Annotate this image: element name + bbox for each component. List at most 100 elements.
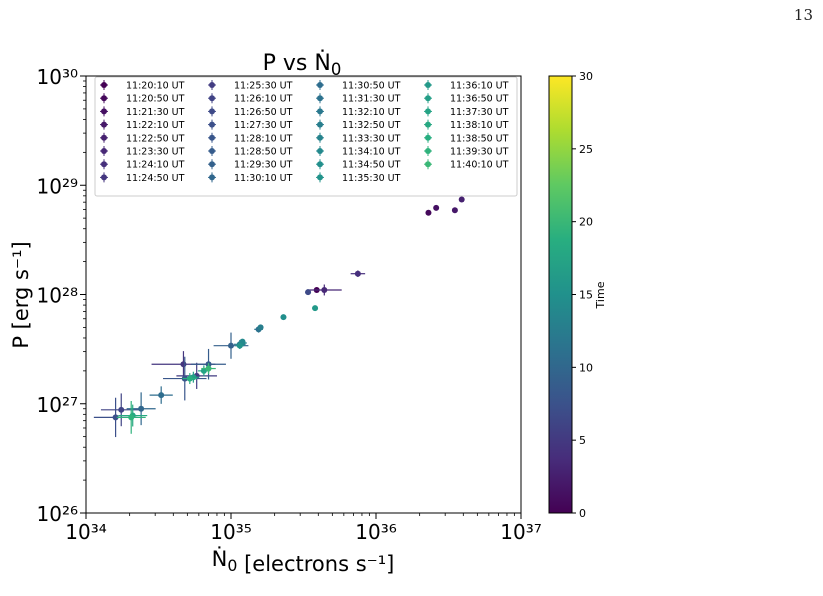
y-tick-label: 10²⁸ <box>37 284 78 308</box>
legend-marker <box>209 95 215 102</box>
data-point <box>116 401 146 434</box>
data-point <box>201 363 216 375</box>
legend: 11:20:10 UT 11:20:50 UT 11:21:30 UT 11:22:1… <box>94 76 518 197</box>
y-tick-label: 10²⁶ <box>37 502 78 526</box>
legend-label: 11:31:30 UT <box>342 94 401 105</box>
legend-marker <box>101 134 107 141</box>
legend-entry: 11:26:50 UT <box>208 106 293 118</box>
legend-entry: 11:24:10 UT <box>100 159 185 171</box>
legend-entry: 11:22:10 UT <box>100 119 185 131</box>
legend-marker <box>101 121 107 128</box>
legend-label: 11:23:30 UT <box>126 147 185 158</box>
point-marker <box>228 342 234 349</box>
data-points <box>93 196 465 438</box>
legend-entry: 11:39:30 UT <box>424 146 509 158</box>
page-number: 13 <box>793 6 813 24</box>
legend-entry: 11:36:50 UT <box>424 93 509 105</box>
point-marker <box>257 324 264 331</box>
legend-label: 11:25:30 UT <box>234 81 293 92</box>
x-tick-label: 10³⁵ <box>210 520 251 544</box>
data-point <box>149 386 173 404</box>
legend-marker <box>317 174 323 181</box>
y-axis-label: P [erg s⁻¹] <box>9 241 33 348</box>
legend-marker <box>209 108 215 115</box>
legend-marker <box>317 148 323 154</box>
legend-entry: 11:38:50 UT <box>424 132 509 144</box>
legend-marker <box>209 82 215 88</box>
legend-label: 11:24:10 UT <box>126 160 185 171</box>
legend-entry: 11:30:10 UT <box>208 172 293 184</box>
legend-marker <box>101 161 107 168</box>
data-point <box>433 204 440 211</box>
data-point <box>213 332 249 359</box>
point-marker <box>200 367 207 374</box>
legend-label: 11:39:30 UT <box>450 147 509 158</box>
data-point <box>280 314 287 321</box>
point-marker <box>321 286 328 293</box>
x-tick-label: 10³⁷ <box>500 520 541 544</box>
point-marker <box>354 270 361 277</box>
point-marker <box>451 207 458 214</box>
point-marker <box>205 365 212 372</box>
legend-entry: 11:34:50 UT <box>316 159 401 171</box>
y-tick-label: 10²⁹ <box>37 174 78 198</box>
legend-marker <box>209 161 215 168</box>
legend-label: 11:24:50 UT <box>126 173 185 184</box>
y-tick-label: 10²⁷ <box>37 393 78 417</box>
legend-label: 11:22:10 UT <box>126 120 185 131</box>
legend-entry: 11:20:10 UT <box>100 80 185 92</box>
data-point <box>350 270 366 277</box>
legend-entry: 11:24:50 UT <box>100 172 185 184</box>
point-marker <box>158 392 165 399</box>
legend-entry: 11:35:30 UT <box>316 172 401 184</box>
legend-entry: 11:33:30 UT <box>316 132 401 144</box>
colorbar-label: Time <box>594 281 607 309</box>
legend-entry: 11:30:50 UT <box>316 80 401 92</box>
legend-marker <box>425 121 431 128</box>
legend-entry: 11:40:10 UT <box>424 159 509 171</box>
point-marker <box>236 342 243 349</box>
legend-label: 11:22:50 UT <box>126 133 185 144</box>
data-point <box>235 342 245 349</box>
legend-marker <box>101 108 107 115</box>
x-tick-label: 10³⁴ <box>65 520 106 544</box>
legend-entry: 11:25:30 UT <box>208 80 293 92</box>
data-point <box>306 284 342 296</box>
legend-label: 11:38:10 UT <box>450 120 509 131</box>
point-marker <box>138 405 145 412</box>
legend-marker <box>317 121 323 128</box>
point-marker <box>112 414 119 421</box>
legend-label: 11:40:10 UT <box>450 160 509 171</box>
y-tick-label: 10³⁰ <box>37 65 78 89</box>
legend-entry: 11:28:50 UT <box>208 146 293 158</box>
x-tick-label: 10³⁶ <box>355 520 396 544</box>
legend-label: 11:36:10 UT <box>450 81 509 92</box>
legend-label: 11:28:50 UT <box>234 147 293 158</box>
legend-marker <box>317 161 323 168</box>
legend-box <box>94 76 518 197</box>
point-marker <box>186 375 193 382</box>
y-axis-ticks: 10²⁶ 10²⁷ 10²⁸ 10²⁹ 10³⁰ <box>37 65 86 526</box>
point-marker <box>458 196 465 203</box>
legend-entry: 11:34:10 UT <box>316 146 401 158</box>
colorbar-tick-label: 5 <box>579 434 586 447</box>
legend-entry: 11:32:10 UT <box>316 106 401 118</box>
legend-label: 11:32:10 UT <box>342 107 401 118</box>
legend-label: 11:29:30 UT <box>234 160 293 171</box>
legend-label: 11:28:10 UT <box>234 133 293 144</box>
colorbar-tick-label: 30 <box>579 70 593 83</box>
legend-marker <box>209 174 215 181</box>
legend-label: 11:38:50 UT <box>450 133 509 144</box>
legend-entry: 11:31:30 UT <box>316 93 401 105</box>
data-point <box>257 324 264 331</box>
point-marker <box>425 209 432 216</box>
legend-entry: 11:36:10 UT <box>424 80 509 92</box>
chart-title: P vs Ṅ0 <box>263 50 342 79</box>
legend-marker <box>425 82 431 88</box>
legend-entry: 11:32:50 UT <box>316 119 401 131</box>
colorbar-gradient <box>548 75 573 514</box>
legend-marker <box>317 134 323 141</box>
legend-label: 11:32:50 UT <box>342 120 401 131</box>
colorbar-tick-label: 20 <box>579 216 593 229</box>
